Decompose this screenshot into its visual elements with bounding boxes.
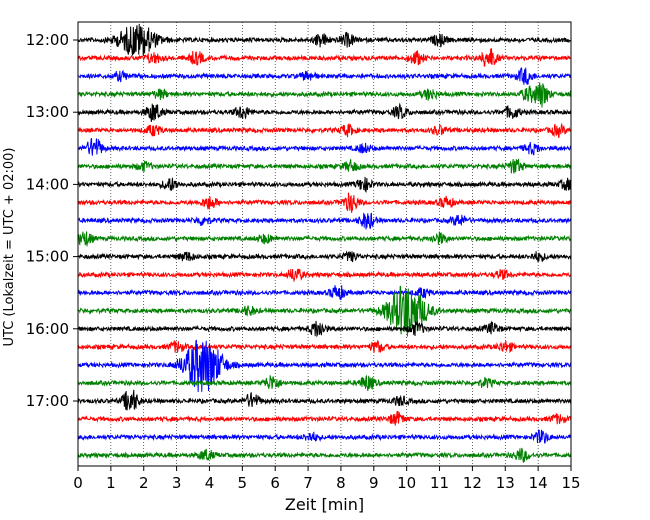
seismogram-trace: [77, 158, 572, 174]
seismogram-trace: [77, 285, 571, 337]
seismogram-trace: [77, 138, 572, 156]
seismogram-trace: [77, 48, 572, 67]
y-axis-label: UTC (Lokalzeit = UTC + 02:00): [2, 148, 17, 347]
plot-frame: [77, 21, 572, 467]
seismogram-trace: [77, 212, 572, 230]
x-tick-label: 13: [496, 474, 515, 492]
seismogram-trace: [77, 122, 572, 138]
x-tick-label: 4: [205, 474, 215, 492]
y-tick-label: 12:00: [26, 31, 69, 49]
seismogram-trace: [77, 176, 572, 193]
x-tick-label: 6: [270, 474, 280, 492]
x-tick-label: 0: [73, 474, 83, 492]
x-tick-label: 8: [336, 474, 346, 492]
seismogram-trace: [77, 285, 572, 301]
x-tick-label: 3: [172, 474, 182, 492]
seismogram-traces: [77, 23, 572, 463]
x-tick-label: 12: [463, 474, 482, 492]
y-axis-ticks: 12:00 13:00 14:00 15:00 16:00 17:00: [26, 31, 78, 410]
x-tick-label: 9: [369, 474, 379, 492]
seismogram-trace: [77, 66, 572, 85]
x-tick-label: 15: [561, 474, 580, 492]
seismogram-trace: [77, 250, 572, 263]
seismogram-trace: [77, 192, 572, 213]
x-tick-label: 7: [303, 474, 313, 492]
seismogram-trace: [77, 23, 572, 56]
x-tick-label: 2: [139, 474, 149, 492]
x-tick-label: 1: [106, 474, 116, 492]
seismogram-trace: [77, 429, 572, 444]
seismogram-trace: [77, 339, 572, 354]
y-tick-label: 16:00: [26, 320, 69, 338]
x-axis-label: Zeit [min]: [285, 495, 364, 514]
x-tick-label: 11: [430, 474, 449, 492]
seismogram-trace: [77, 82, 572, 108]
vertical-grid: [110, 22, 539, 466]
x-tick-label: 14: [529, 474, 548, 492]
x-axis-ticks: 0 1 2 3 4 5 6 7 8 9 10 11 12 13 14 15: [73, 466, 581, 492]
seismogram-trace: [77, 231, 571, 247]
seismogram-trace: [77, 374, 572, 392]
x-tick-label: 10: [397, 474, 416, 492]
seismogram-trace: [77, 102, 572, 123]
seismogram-trace: [77, 339, 572, 392]
seismogram-trace: [77, 411, 572, 426]
seismogram-trace: [77, 268, 572, 283]
x-tick-label: 5: [238, 474, 248, 492]
y-tick-label: 15:00: [26, 248, 69, 266]
seismogram-trace: [77, 320, 572, 338]
y-tick-label: 14:00: [26, 175, 69, 193]
seismogram-trace: [77, 389, 572, 411]
y-tick-label: 17:00: [26, 392, 69, 410]
seismogram-trace: [77, 447, 572, 463]
y-tick-label: 13:00: [26, 103, 69, 121]
